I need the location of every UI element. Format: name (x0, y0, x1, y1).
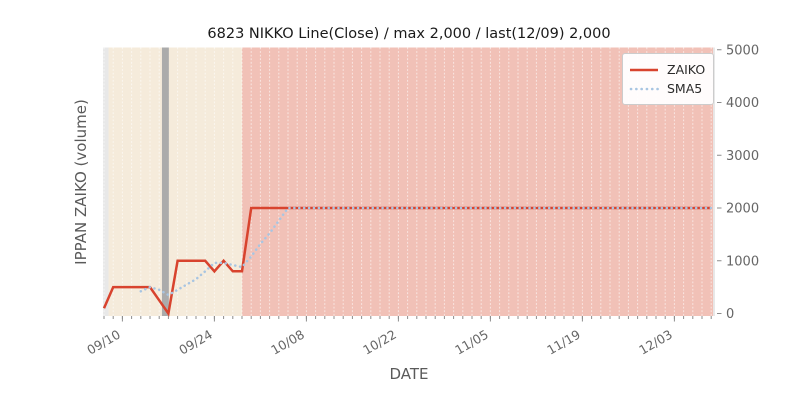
x-tick-label: 09/10 (84, 327, 123, 358)
y-tick-label: 0 (726, 307, 734, 322)
x-tick-label: 09/24 (176, 327, 215, 358)
legend-label-zaiko: ZAIKO (667, 62, 706, 77)
gridlines (103, 47, 712, 316)
x-tick-label: 10/08 (268, 327, 307, 358)
x-axis-label: DATE (389, 365, 429, 383)
y-tick-label: 4000 (726, 96, 759, 111)
sma5-line (139, 206, 713, 297)
chart-title: 6823 NIKKO Line(Close) / max 2,000 / las… (207, 26, 611, 42)
region-event-band (161, 47, 169, 316)
y-tick-label: 2000 (726, 202, 759, 217)
x-ticks (103, 316, 712, 322)
legend-label-sma5: SMA5 (667, 81, 703, 96)
zaiko-line-swatch (630, 68, 658, 71)
legend: ZAIKO SMA5 (622, 53, 714, 105)
y-tick-label: 1000 (726, 254, 759, 269)
x-tick-label: 11/05 (452, 327, 491, 358)
legend-item-zaiko: ZAIKO (629, 60, 705, 79)
sma5-dotted-swatch (629, 87, 659, 90)
x-tick-labels: 09/10 09/24 10/08 10/22 11/05 11/19 12/03 (84, 327, 675, 358)
y-tick-label: 3000 (726, 149, 759, 164)
legend-item-sma5: SMA5 (629, 79, 705, 98)
x-tick-label: 12/03 (636, 327, 675, 358)
x-tick-label: 10/22 (360, 327, 399, 358)
x-tick-label: 11/19 (544, 327, 583, 358)
y-tick-label: 5000 (726, 43, 759, 58)
y-axis: 0 1000 2000 3000 4000 5000 (717, 43, 759, 322)
